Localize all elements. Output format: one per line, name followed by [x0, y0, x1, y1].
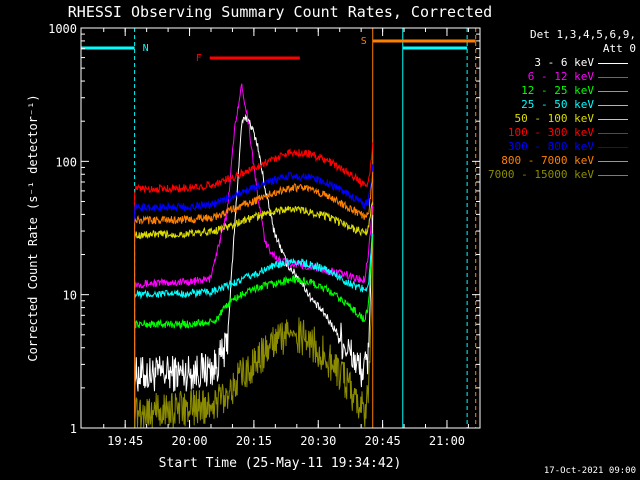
- y-tick-label-1: 10: [63, 289, 77, 303]
- x-tick-label-1: 20:00: [171, 434, 207, 448]
- legend-entry-label: 3 - 6 keV: [534, 56, 594, 69]
- generation-timestamp: 17-Oct-2021 09:00: [543, 466, 636, 476]
- legend-swatch: [598, 175, 628, 176]
- legend-entry-label: 100 - 300 keV: [507, 126, 594, 139]
- legend-swatch: [598, 77, 628, 78]
- x-tick-label-4: 20:45: [365, 434, 401, 448]
- y-axis-label: Corrected Count Rate (s⁻¹ detector⁻¹): [26, 94, 40, 361]
- legend-entry-label: 6 - 12 keV: [527, 70, 594, 83]
- axis-layer: 19:45 20:00 20:15 20:30 20:45 21:00 1 10 100 1000: [48, 22, 480, 448]
- saa-label: S: [361, 36, 367, 47]
- legend-entry-label: 50 - 100 keV: [514, 112, 594, 125]
- legend-swatch: [598, 147, 628, 148]
- legend-entry-label: 25 - 50 keV: [521, 98, 594, 111]
- series-line-4: [134, 201, 374, 428]
- legend-swatch: [598, 133, 628, 134]
- x-tick-label-0: 19:45: [107, 434, 143, 448]
- legend-swatch: [598, 105, 628, 106]
- series-line-0: [134, 113, 374, 428]
- series-line-6: [134, 164, 374, 428]
- x-axis-label: Start Time (25-May-11 19:34:42): [159, 456, 402, 471]
- legend-entry-label: 12 - 25 keV: [521, 84, 594, 97]
- legend-swatch: [598, 91, 628, 92]
- night-label: N: [143, 43, 149, 54]
- legend-entry-label: 7000 - 15000 keV: [488, 168, 594, 181]
- plot-frame: [80, 27, 481, 429]
- series-line-8: [134, 269, 374, 429]
- legend-detectors: Det 1,3,4,5,6,9,: [530, 28, 636, 41]
- flare-label: F: [196, 53, 202, 64]
- legend-entry: 12 - 25 keV: [486, 84, 636, 98]
- legend-entry: 50 - 100 keV: [486, 112, 636, 126]
- legend-entry: 6 - 12 keV: [486, 70, 636, 84]
- legend-entry: 300 - 800 keV: [486, 140, 636, 154]
- legend-entry: 3 - 6 keV: [486, 56, 636, 70]
- series-line-7: [134, 171, 374, 428]
- x-tick-label-2: 20:15: [236, 434, 272, 448]
- chart-title: RHESSI Observing Summary Count Rates, Co…: [68, 3, 492, 21]
- legend-rows: 3 - 6 keV 6 - 12 keV 12 - 25 keV 25 - 50 ke…: [486, 56, 636, 182]
- legend: Det 1,3,4,5,6,9, Att 0 3 - 6 keV 6 - 12 k…: [486, 28, 636, 182]
- series-line-5: [134, 142, 374, 428]
- legend-swatch: [598, 119, 628, 120]
- legend-swatch: [598, 161, 628, 162]
- legend-entry-label: 800 - 7000 keV: [501, 154, 594, 167]
- legend-entry: 7000 - 15000 keV: [486, 168, 636, 182]
- y-tick-label-0: 1: [70, 422, 77, 436]
- legend-swatch: [598, 63, 628, 64]
- plot-layer: N S F: [80, 28, 477, 429]
- legend-attenuator: Att 0: [602, 42, 636, 55]
- series-line-2: [134, 232, 374, 428]
- legend-entry: 25 - 50 keV: [486, 98, 636, 112]
- y-tick-label-2: 100: [55, 155, 77, 169]
- legend-entry: 800 - 7000 keV: [486, 154, 636, 168]
- x-tick-label-5: 21:00: [429, 434, 465, 448]
- x-tick-label-3: 20:30: [300, 434, 336, 448]
- legend-entry: 100 - 300 keV: [486, 126, 636, 140]
- y-tick-label-3: 1000: [48, 22, 77, 36]
- series-line-3: [134, 233, 374, 428]
- legend-entry-label: 300 - 800 keV: [507, 140, 594, 153]
